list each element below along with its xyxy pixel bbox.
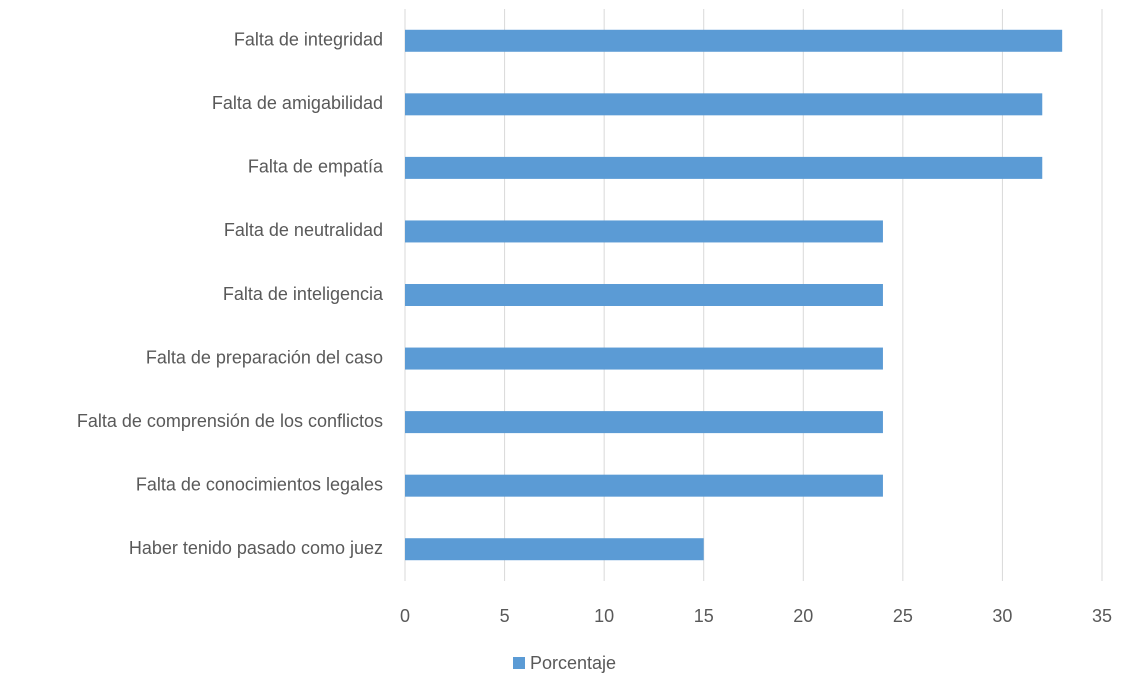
x-tick-label: 10 — [594, 606, 614, 626]
bar — [405, 93, 1043, 116]
x-tick-label: 25 — [893, 606, 913, 626]
bar — [405, 220, 883, 243]
y-tick-label: Falta de empatía — [248, 157, 384, 177]
bar — [405, 474, 883, 497]
legend-label: Porcentaje — [530, 653, 616, 673]
x-tick-label: 15 — [694, 606, 714, 626]
y-tick-label: Falta de inteligencia — [223, 284, 384, 304]
bar — [405, 284, 883, 306]
bar — [405, 538, 704, 561]
y-tick-label: Falta de conocimientos legales — [136, 474, 383, 494]
bar — [405, 156, 1043, 179]
x-tick-label: 5 — [500, 606, 510, 626]
x-tick-label: 20 — [793, 606, 813, 626]
x-tick-label: 30 — [992, 606, 1012, 626]
bar — [405, 347, 883, 370]
y-tick-label: Falta de neutralidad — [224, 220, 383, 240]
y-tick-label: Haber tenido pasado como juez — [129, 538, 383, 558]
bar — [405, 29, 1063, 52]
legend-swatch — [513, 657, 525, 669]
x-tick-label: 0 — [400, 606, 410, 626]
y-tick-label: Falta de amigabilidad — [212, 93, 383, 113]
y-tick-label: Falta de integridad — [234, 30, 383, 50]
y-tick-label: Falta de preparación del caso — [146, 347, 383, 367]
y-tick-label: Falta de comprensión de los conflictos — [77, 411, 383, 431]
x-tick-label: 35 — [1092, 606, 1112, 626]
bar — [405, 411, 883, 434]
